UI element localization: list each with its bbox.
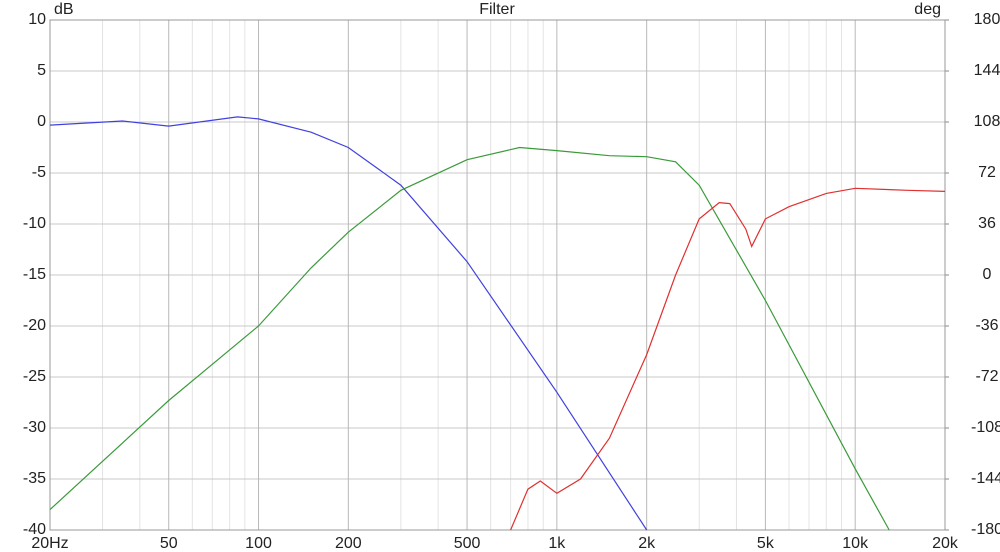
plot-frame	[49, 19, 946, 531]
y-tick-label: -40	[23, 521, 46, 538]
y2-tick-label: -144	[971, 470, 1000, 487]
y2-tick-label: 144	[974, 62, 1000, 79]
series-line	[510, 187, 946, 531]
x-tick-label: 5k	[757, 535, 775, 552]
y2-tick-label: -72	[975, 368, 998, 385]
y-tick-label: -15	[23, 266, 46, 283]
y2-tick-label: -36	[975, 317, 998, 334]
y-tick-label: -10	[23, 215, 46, 232]
x-tick-label: 20Hz	[31, 535, 68, 552]
series-line	[49, 116, 648, 531]
y-tick-label: -35	[23, 470, 46, 487]
y-axis-label: dB	[54, 1, 74, 18]
y-tick-label: 0	[37, 113, 46, 130]
series-line	[49, 146, 890, 531]
y2-tick-label: 36	[978, 215, 996, 232]
y2-axis-label: deg	[914, 1, 941, 18]
x-tick-label: 20k	[932, 535, 959, 552]
y2-tick-label: -180	[971, 521, 1000, 538]
x-tick-label: 2k	[638, 535, 656, 552]
x-tick-label: 100	[245, 535, 272, 552]
y2-tick-label: 180	[974, 11, 1000, 28]
y2-tick-label: -108	[971, 419, 1000, 436]
y-tick-label: 5	[37, 62, 46, 79]
y-tick-label: -5	[32, 164, 46, 181]
chart-title: Filter	[479, 1, 515, 18]
y-tick-label: -25	[23, 368, 46, 385]
x-tick-label: 500	[454, 535, 481, 552]
y-tick-label: -20	[23, 317, 46, 334]
y2-tick-label: 108	[974, 113, 1000, 130]
x-tick-label: 200	[335, 535, 362, 552]
x-tick-label: 10k	[842, 535, 869, 552]
y-tick-label: 10	[28, 11, 46, 28]
x-tick-label: 1k	[548, 535, 566, 552]
y2-tick-label: 72	[978, 164, 996, 181]
y-tick-label: -30	[23, 419, 46, 436]
x-tick-label: 50	[160, 535, 178, 552]
y2-tick-label: 0	[983, 266, 992, 283]
